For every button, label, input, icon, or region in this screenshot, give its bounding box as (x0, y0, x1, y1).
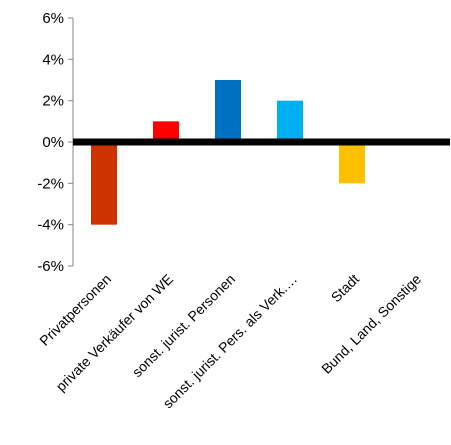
y-tick-label: -4% (37, 217, 64, 234)
bar (339, 142, 365, 184)
y-tick-label: 6% (42, 10, 64, 27)
x-category-label: sonst. jurist. Pers. als Verk.… (160, 271, 301, 412)
bars (73, 80, 450, 225)
y-axis: 6% 4% 2% 0% -2% -4% -6% (37, 10, 74, 275)
bar (277, 100, 303, 142)
y-tick-label: -2% (37, 175, 64, 192)
y-tick-label: -6% (37, 258, 64, 275)
x-category-label: sonst. jurist. Personen (129, 271, 238, 380)
bar (91, 142, 117, 225)
y-tick-label: 0% (42, 134, 64, 151)
bar (153, 121, 179, 142)
x-category-label: private Verkäufer von WE (53, 271, 177, 395)
x-category-label: Stadt (328, 271, 363, 306)
y-tick-label: 2% (42, 93, 64, 110)
bar (215, 80, 241, 142)
y-tick-label: 4% (42, 51, 64, 68)
